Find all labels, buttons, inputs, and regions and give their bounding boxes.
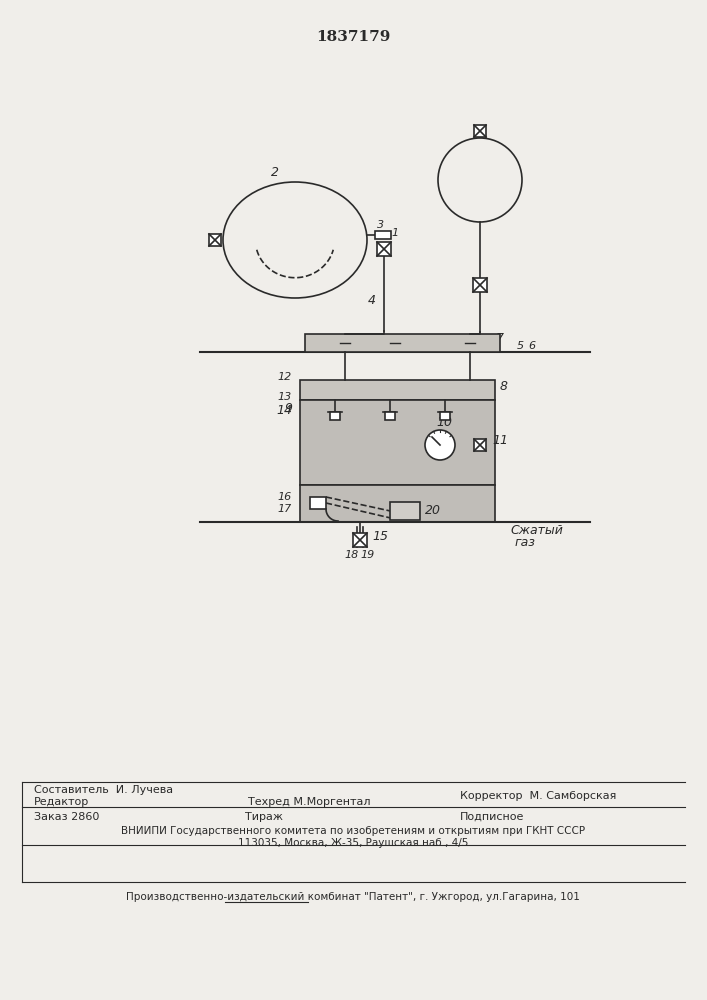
Bar (305, 334, 500, 352)
Text: 12: 12 (278, 372, 292, 382)
Text: 6: 6 (528, 341, 536, 351)
Bar (473, 278, 487, 292)
Text: 1: 1 (392, 228, 399, 238)
Text: 20: 20 (425, 504, 441, 518)
Bar (310, 497, 326, 509)
Text: 8: 8 (500, 380, 508, 393)
Bar (330, 412, 340, 420)
Text: ВНИИПИ Государственного комитета по изобретениям и открытиям при ГКНТ СССР: ВНИИПИ Государственного комитета по изоб… (121, 826, 585, 836)
Text: 15: 15 (372, 530, 388, 542)
Text: 113035, Москва, Ж-35, Раушская наб., 4/5: 113035, Москва, Ж-35, Раушская наб., 4/5 (238, 838, 468, 848)
Bar (474, 125, 486, 137)
Text: 3: 3 (378, 220, 385, 230)
Bar (300, 380, 495, 400)
Text: 5: 5 (516, 341, 524, 351)
Bar (300, 400, 495, 485)
Text: 14: 14 (276, 403, 292, 416)
Bar (474, 439, 486, 451)
Text: Техред М.Моргентал: Техред М.Моргентал (248, 797, 370, 807)
Bar (440, 412, 450, 420)
Text: Подписное: Подписное (460, 812, 525, 822)
Text: 18: 18 (345, 550, 359, 560)
Text: 7: 7 (496, 332, 504, 344)
Text: Составитель  И. Лучева: Составитель И. Лучева (34, 785, 173, 795)
Bar (300, 485, 495, 522)
Text: Заказ 2860: Заказ 2860 (34, 812, 100, 822)
Text: 13: 13 (278, 392, 292, 402)
Text: Тираж: Тираж (245, 812, 283, 822)
Text: 9: 9 (284, 401, 292, 414)
Text: Сжатый: Сжатый (510, 524, 563, 536)
Bar (377, 242, 391, 256)
Text: 11: 11 (492, 434, 508, 448)
Text: Корректор  М. Самборская: Корректор М. Самборская (460, 791, 617, 801)
Text: 4: 4 (368, 294, 376, 306)
Text: 16: 16 (278, 492, 292, 502)
Text: 19: 19 (361, 550, 375, 560)
Bar (390, 502, 420, 520)
Text: Редактор: Редактор (34, 797, 89, 807)
Text: 2: 2 (271, 165, 279, 178)
Text: 10: 10 (436, 416, 452, 428)
Text: газ: газ (515, 536, 536, 548)
Bar (375, 231, 391, 239)
Bar (209, 234, 221, 246)
Bar (353, 533, 367, 547)
Bar (385, 412, 395, 420)
Text: 17: 17 (278, 504, 292, 514)
Text: Производственно-издательский комбинат "Патент", г. Ужгород, ул.Гагарина, 101: Производственно-издательский комбинат "П… (126, 892, 580, 902)
Text: 1837179: 1837179 (316, 30, 390, 44)
Circle shape (425, 430, 455, 460)
